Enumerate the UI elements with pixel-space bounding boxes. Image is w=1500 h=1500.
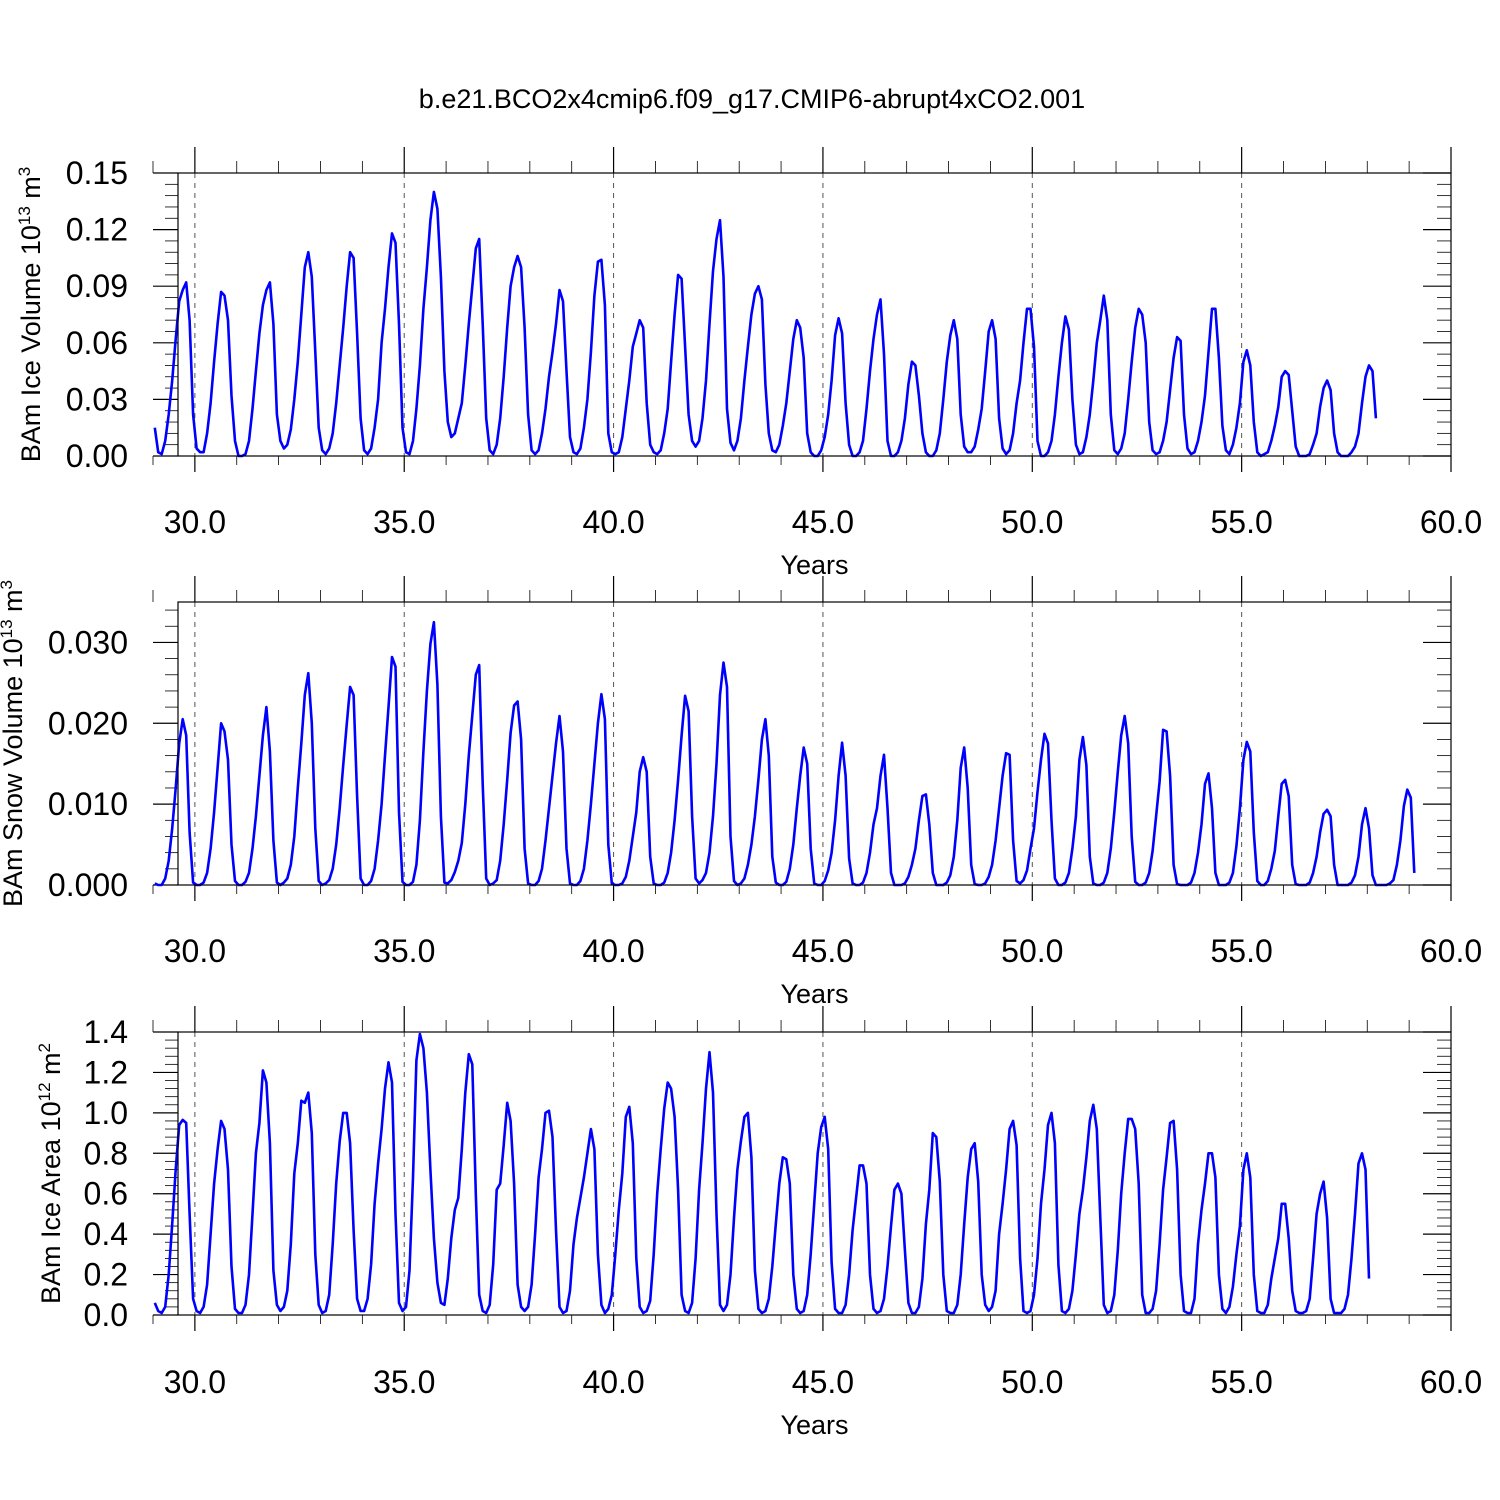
ice-volume-panel: 30.0 35.0 40.0 45.0 50.0 55.0 60.0 0.00 0.03 0.06…: [15, 147, 1482, 580]
ice-area-y-axis-title: BAm Ice Area 1012 m2: [35, 1043, 66, 1304]
ice-volume-y-tick-label: 0.03: [66, 381, 128, 417]
ice-area-y-tick-label: 0.6: [84, 1176, 128, 1212]
snow-volume-x-axis-title: Years: [780, 979, 848, 1009]
ice-volume-tick-labels: 30.0 35.0 40.0 45.0 50.0 55.0 60.0 0.00 0.03 0.06…: [66, 155, 1482, 540]
ice-area-panel: 30.0 35.0 40.0 45.0 50.0 55.0 60.0 0.0 0.2 0.4 0.6…: [35, 1006, 1482, 1440]
snow-volume-x-tick-label: 60.0: [1420, 933, 1482, 969]
ice-volume-x-tick-label: 30.0: [164, 504, 226, 540]
ice-area-y-tick-label: 0.4: [84, 1216, 128, 1252]
snow-volume-y-tick-label: 0.010: [48, 786, 128, 822]
ice-area-x-tick-label: 55.0: [1211, 1364, 1273, 1400]
ice-area-tick-labels: 30.0 35.0 40.0 45.0 50.0 55.0 60.0 0.0 0.2 0.4 0.6…: [84, 1014, 1483, 1400]
snow-volume-plot-frame: [177, 601, 1452, 886]
ice-volume-y-tick-label: 0.06: [66, 325, 128, 361]
ice-area-series-line: [153, 1032, 1371, 1315]
ice-area-x-tick-label: 50.0: [1001, 1364, 1063, 1400]
ice-area-x-tick-label: 35.0: [373, 1364, 435, 1400]
ice-volume-x-axis-title: Years: [780, 550, 848, 580]
snow-volume-x-tick-label: 45.0: [792, 933, 854, 969]
snow-volume-grid: [194, 602, 1243, 885]
snow-volume-y-axis-title: BAm Snow Volume 1013 m3: [0, 580, 28, 907]
ice-area-y-title-unit: m: [36, 1052, 66, 1082]
ice-area-x-tick-label: 60.0: [1420, 1364, 1482, 1400]
ice-volume-y-title-exp: 13: [15, 206, 34, 225]
ice-area-ticks: [152, 1006, 1452, 1331]
ice-volume-y-title-unit: m: [16, 176, 46, 206]
snow-volume-y-title-unit-exp: 3: [0, 580, 16, 589]
snow-volume-series-line: [154, 620, 1416, 887]
ice-volume-y-tick-label: 0.15: [66, 155, 128, 191]
snow-volume-y-title-main: BAm Snow Volume 10: [0, 638, 28, 907]
ice-area-x-tick-label: 45.0: [792, 1364, 854, 1400]
ice-volume-x-tick-label: 50.0: [1001, 504, 1063, 540]
ice-volume-y-title-unit-exp: 3: [15, 167, 34, 176]
ice-volume-y-tick-label: 0.12: [66, 212, 128, 248]
snow-volume-x-tick-label: 50.0: [1001, 933, 1063, 969]
ice-area-x-tick-label: 40.0: [582, 1364, 644, 1400]
snow-volume-x-tick-label: 40.0: [582, 933, 644, 969]
ice-area-plot-frame: [177, 1031, 1452, 1316]
snow-volume-y-title-unit: m: [0, 589, 28, 619]
ice-volume-series-line: [153, 190, 1378, 458]
ice-area-y-title-main: BAm Ice Area 10: [36, 1101, 66, 1304]
ice-area-y-tick-label: 0.8: [84, 1135, 128, 1171]
ice-volume-y-axis-title: BAm Ice Volume 1013 m3: [15, 167, 46, 463]
ice-area-x-tick-label: 30.0: [164, 1364, 226, 1400]
snow-volume-tick-labels: 30.0 35.0 40.0 45.0 50.0 55.0 60.0 0.000 0.010 0.…: [48, 624, 1482, 969]
ice-volume-y-title-main: BAm Ice Volume 10: [16, 225, 46, 462]
ice-area-y-tick-label: 0.0: [84, 1297, 128, 1333]
ice-area-y-tick-label: 1.4: [84, 1014, 128, 1050]
ice-area-grid: [194, 1032, 1243, 1315]
ice-volume-y-tick-label: 0.09: [66, 268, 128, 304]
ice-volume-ticks: [152, 147, 1452, 472]
snow-volume-x-tick-label: 30.0: [164, 933, 226, 969]
ice-area-y-tick-label: 1.0: [84, 1095, 128, 1131]
snow-volume-y-tick-label: 0.030: [48, 624, 128, 660]
ice-volume-x-tick-label: 35.0: [373, 504, 435, 540]
ice-area-y-title-exp: 12: [35, 1082, 54, 1101]
ice-volume-x-tick-label: 55.0: [1211, 504, 1273, 540]
ice-volume-x-tick-label: 60.0: [1420, 504, 1482, 540]
ice-area-y-title-unit-exp: 2: [35, 1043, 54, 1052]
ice-volume-y-tick-label: 0.00: [66, 438, 128, 474]
ice-area-y-tick-label: 1.2: [84, 1054, 128, 1090]
ice-area-y-tick-label: 0.2: [84, 1257, 128, 1293]
snow-volume-y-tick-label: 0.020: [48, 705, 128, 741]
snow-volume-x-tick-label: 55.0: [1211, 933, 1273, 969]
snow-volume-x-tick-label: 35.0: [373, 933, 435, 969]
ice-area-x-axis-title: Years: [780, 1410, 848, 1440]
ice-volume-x-tick-label: 40.0: [582, 504, 644, 540]
ice-volume-plot-frame: [177, 172, 1452, 457]
snow-volume-y-tick-label: 0.000: [48, 867, 128, 903]
ice-volume-x-tick-label: 45.0: [792, 504, 854, 540]
snow-volume-panel: 30.0 35.0 40.0 45.0 50.0 55.0 60.0 0.000 0.010 0.…: [0, 576, 1482, 1009]
ice-volume-grid: [194, 173, 1243, 456]
figure-title: b.e21.BCO2x4cmip6.f09_g17.CMIP6-abrupt4x…: [419, 84, 1085, 114]
snow-volume-y-title-exp: 13: [0, 619, 16, 638]
